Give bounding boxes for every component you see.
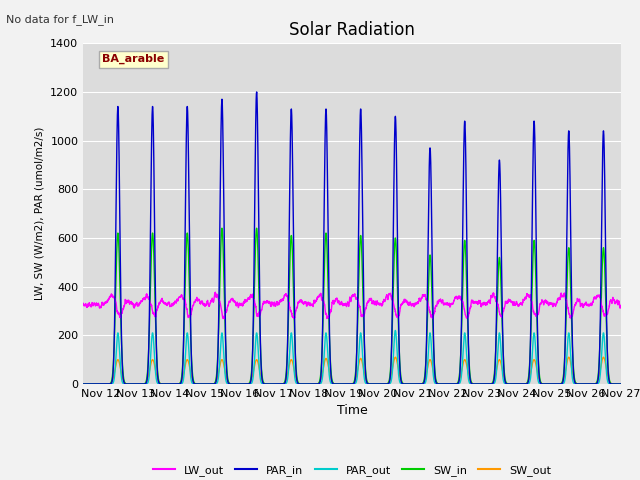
Text: No data for f_LW_in: No data for f_LW_in <box>6 14 115 25</box>
Text: BA_arable: BA_arable <box>102 54 164 64</box>
Legend: LW_out, PAR_in, PAR_out, SW_in, SW_out: LW_out, PAR_in, PAR_out, SW_in, SW_out <box>148 461 556 480</box>
Y-axis label: LW, SW (W/m2), PAR (umol/m2/s): LW, SW (W/m2), PAR (umol/m2/s) <box>35 127 45 300</box>
Title: Solar Radiation: Solar Radiation <box>289 21 415 39</box>
X-axis label: Time: Time <box>337 405 367 418</box>
